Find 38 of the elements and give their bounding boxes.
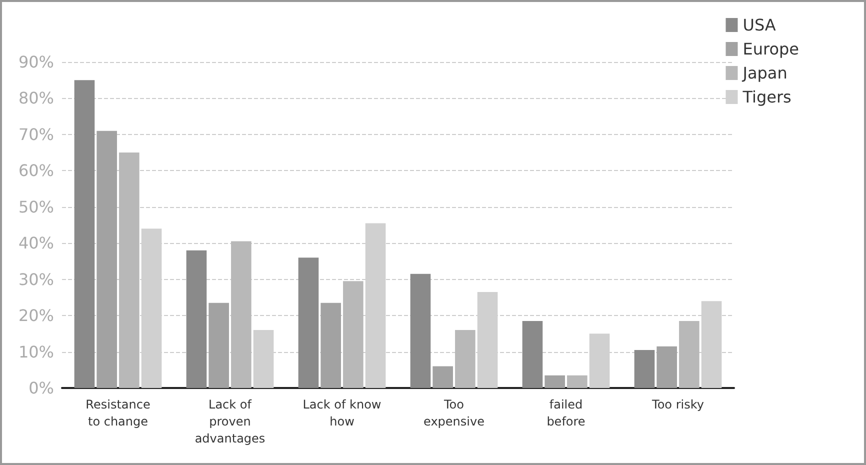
bar [186,250,207,388]
legend-label: Tigers [742,88,792,106]
x-tick-label: Resistance to change [86,398,150,428]
bar [634,350,655,388]
bar [343,281,364,388]
x-tick-label: Lack of know how [302,398,382,428]
bar [679,320,700,388]
bar [298,258,319,388]
y-tick-label: 60% [18,161,54,180]
bar [432,366,453,388]
bar [74,80,95,388]
bar [320,302,341,388]
legend-label: Japan [742,64,788,82]
bar [544,375,565,388]
bar [96,130,117,388]
bar [522,320,543,388]
y-tick-label: 80% [18,88,54,108]
x-tick-label: Too expensive [424,398,484,428]
bar [208,302,229,388]
y-tick-label: 0% [28,378,54,398]
x-tick-label: Too risky [651,398,704,412]
y-tick-label: 40% [18,234,54,253]
x-tick-label: failed before [546,398,586,428]
y-tick-label: 10% [18,342,54,362]
y-tick-label: 70% [18,124,54,144]
y-tick-label: 90% [18,52,54,72]
y-tick-label: 30% [18,270,54,289]
y-tick-label: 50% [18,197,54,216]
bar [410,274,431,388]
y-tick-label: 20% [18,306,54,326]
bar [656,346,677,388]
legend-label: USA [742,16,776,34]
bar [455,330,476,388]
legend-label: Europe [742,40,799,58]
x-tick-label: Lack of proven advantages [194,398,266,446]
bar [231,241,252,388]
bar [567,375,588,388]
bar [119,152,140,388]
